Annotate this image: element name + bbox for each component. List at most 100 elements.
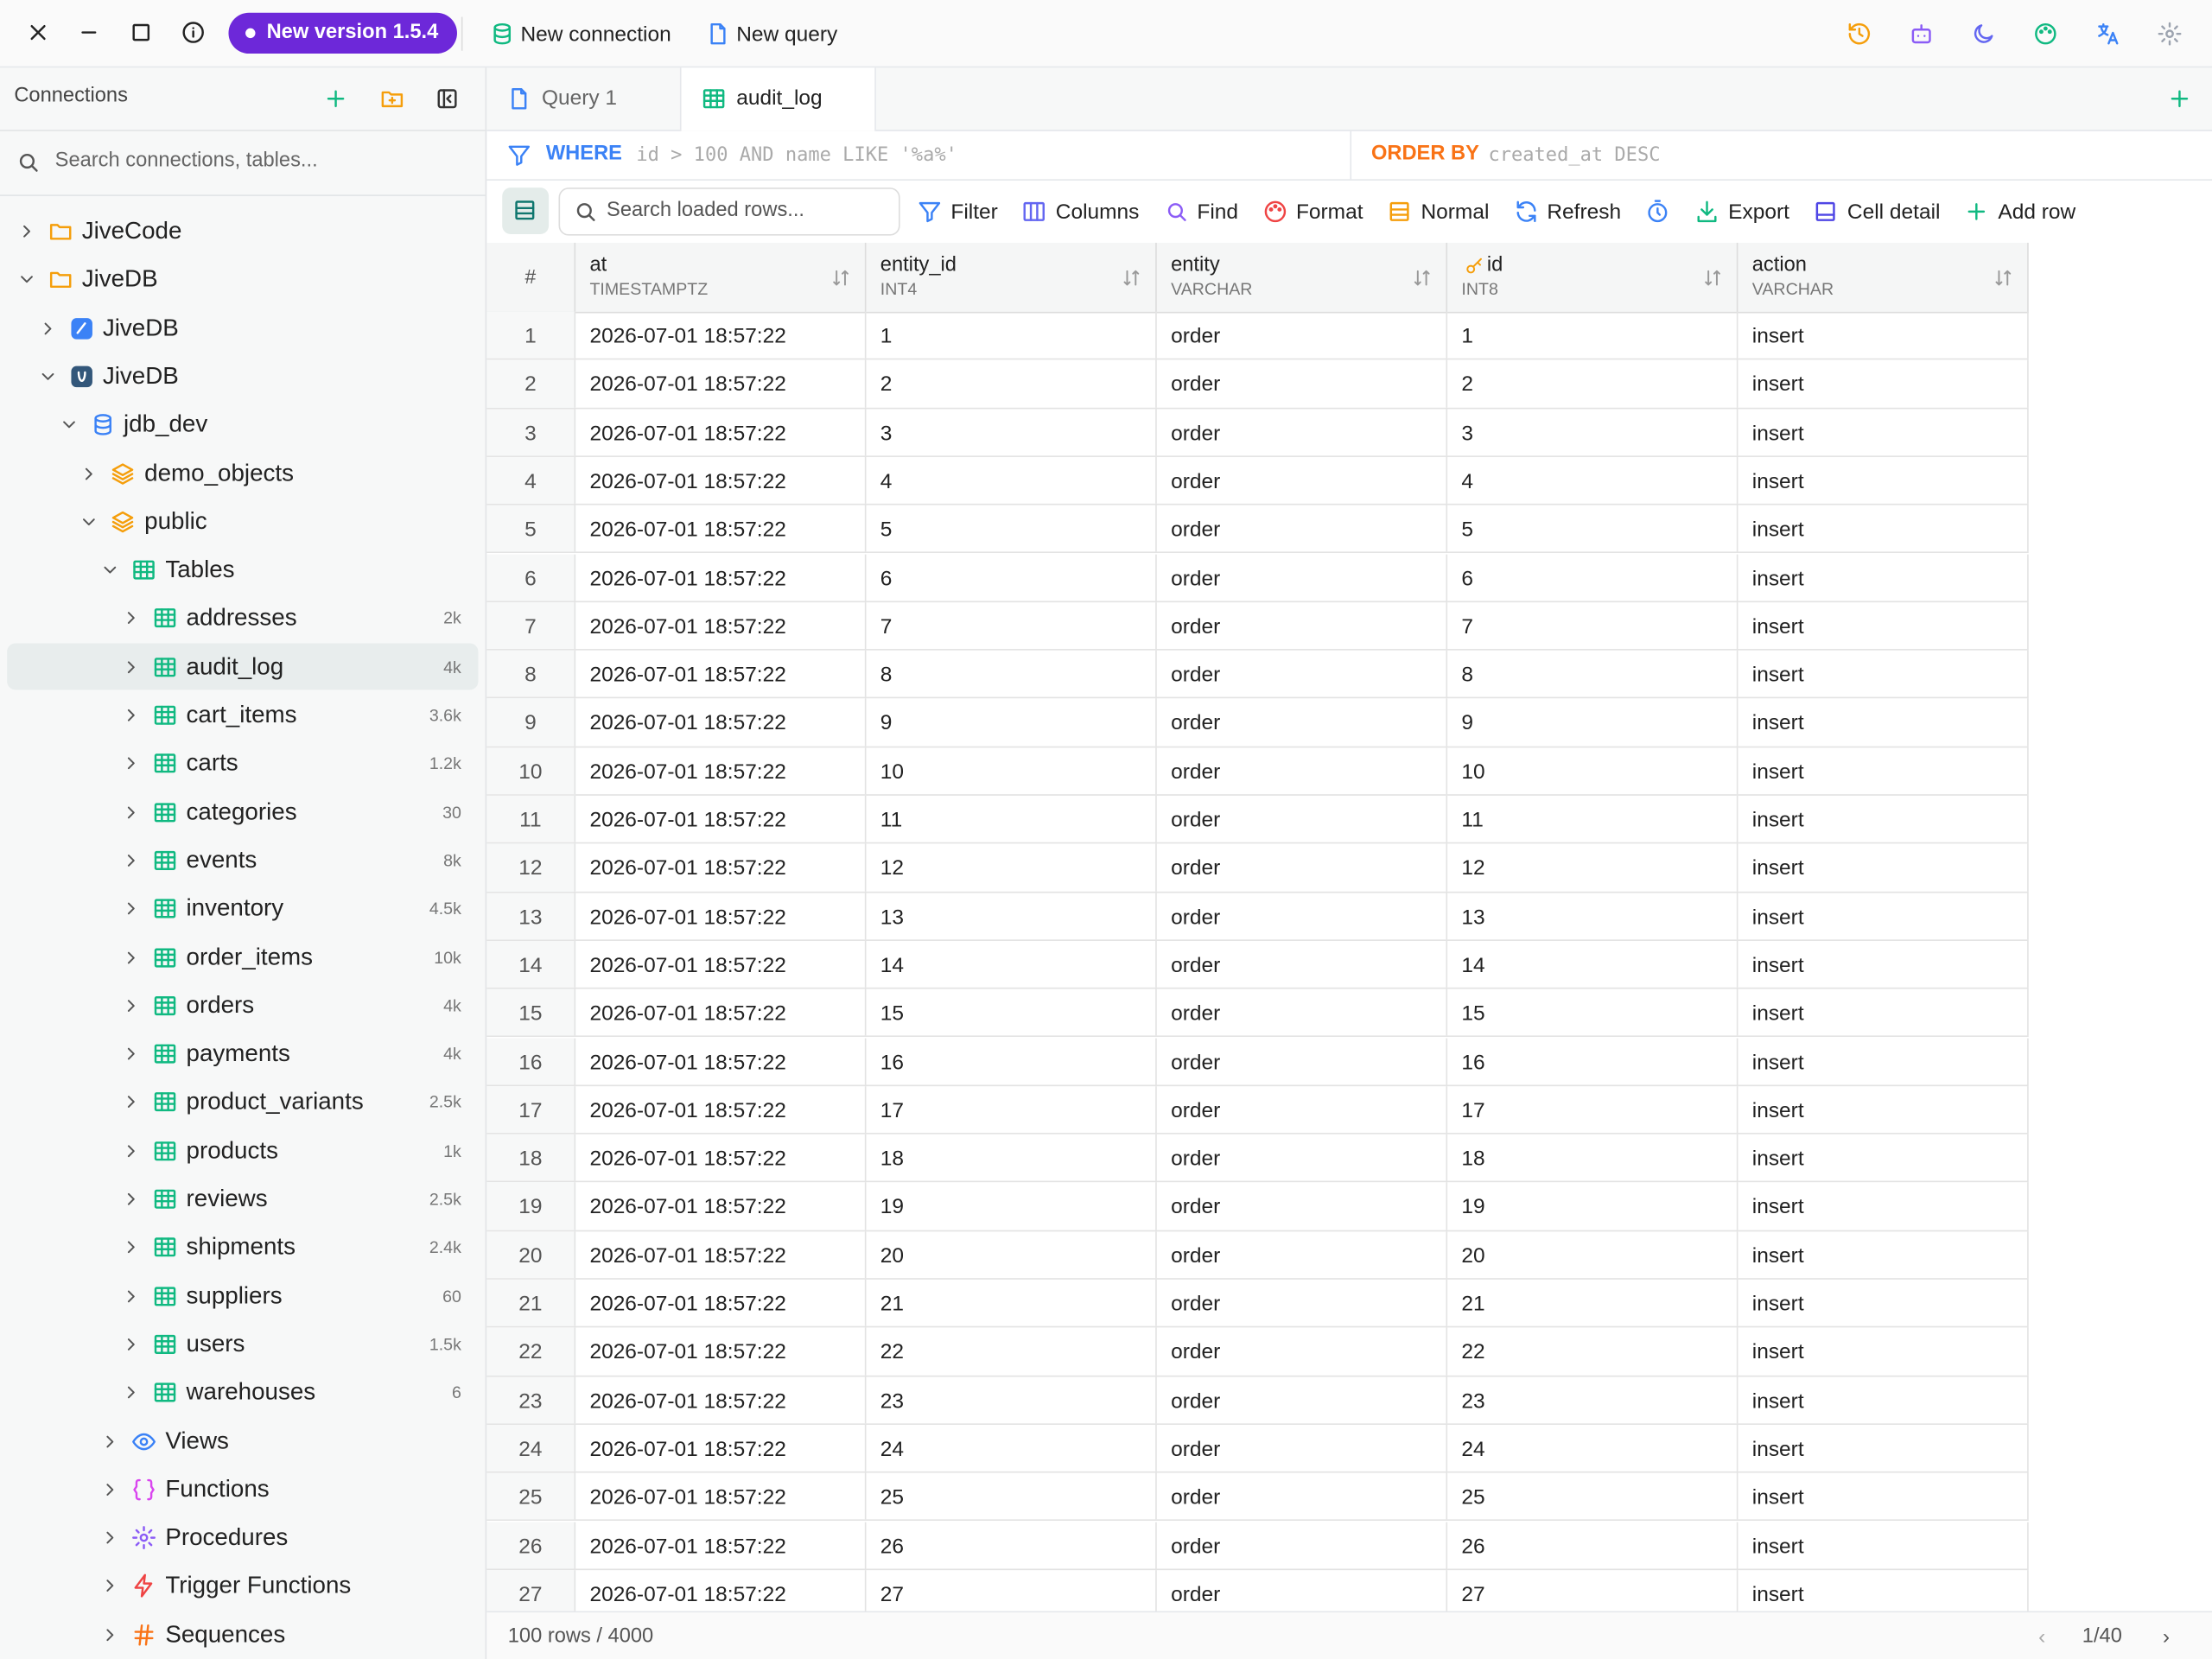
grid-cell[interactable]: insert bbox=[1738, 408, 2029, 456]
grid-cell[interactable]: order bbox=[1157, 988, 1448, 1037]
view-toggle[interactable] bbox=[502, 188, 550, 235]
grid-cell[interactable]: 2026-07-01 18:57:22 bbox=[575, 892, 867, 940]
grid-cell[interactable]: 26 bbox=[1447, 1521, 1738, 1569]
toolbar-button[interactable]: Normal bbox=[1387, 199, 1489, 224]
grid-cell[interactable]: 2026-07-01 18:57:22 bbox=[575, 698, 867, 747]
grid-cell[interactable]: 13 bbox=[1447, 892, 1738, 940]
prev-page[interactable]: ‹ bbox=[2038, 1624, 2046, 1649]
grid-cell[interactable]: 2026-07-01 18:57:22 bbox=[575, 988, 867, 1037]
tree-item[interactable]: Views bbox=[7, 1417, 478, 1464]
grid-cell[interactable]: 20 bbox=[1447, 1230, 1738, 1279]
grid-cell[interactable]: order bbox=[1157, 1134, 1448, 1182]
grid-cell[interactable]: order bbox=[1157, 1472, 1448, 1521]
toolbar-button[interactable]: Format bbox=[1262, 199, 1363, 224]
grid-cell[interactable]: 2026-07-01 18:57:22 bbox=[575, 408, 867, 456]
tree-item[interactable]: JiveDB bbox=[7, 256, 478, 302]
grid-cell[interactable]: insert bbox=[1738, 1230, 2029, 1279]
tree-item[interactable]: Functions bbox=[7, 1465, 478, 1512]
tab[interactable]: audit_log bbox=[681, 67, 876, 131]
icon[interactable] bbox=[379, 86, 404, 111]
grid-cell[interactable]: 2026-07-01 18:57:22 bbox=[575, 1134, 867, 1182]
grid-cell[interactable]: 2026-07-01 18:57:22 bbox=[575, 940, 867, 988]
toolbar-button[interactable]: Add row bbox=[1964, 199, 2075, 224]
grid-cell[interactable]: insert bbox=[1738, 505, 2029, 553]
header-cell[interactable]: entity_id INT4 bbox=[866, 242, 1157, 312]
grid-cell[interactable]: order bbox=[1157, 1230, 1448, 1279]
tree-item[interactable]: carts 1.2k bbox=[7, 740, 478, 786]
grid-cell[interactable]: insert bbox=[1738, 698, 2029, 747]
toolbar-action[interactable]: New query bbox=[705, 14, 837, 54]
header-cell[interactable]: id INT8 bbox=[1447, 242, 1738, 312]
grid-cell[interactable]: 4 bbox=[866, 456, 1157, 505]
tree-item[interactable]: orders 4k bbox=[7, 982, 478, 1028]
grid-cell[interactable]: insert bbox=[1738, 311, 2029, 359]
tree-item[interactable]: audit_log 4k bbox=[7, 642, 479, 690]
grid-cell[interactable]: 11 bbox=[1447, 795, 1738, 843]
grid-cell[interactable]: insert bbox=[1738, 843, 2029, 892]
grid-cell[interactable]: 27 bbox=[1447, 1569, 1738, 1611]
icon[interactable] bbox=[435, 86, 460, 111]
grid-cell[interactable]: 7 bbox=[866, 601, 1157, 650]
grid-cell[interactable]: insert bbox=[1738, 1424, 2029, 1472]
toolbar-button[interactable]: Refresh bbox=[1513, 199, 1621, 224]
grid-cell[interactable]: insert bbox=[1738, 456, 2029, 505]
search-rows[interactable]: Search loaded rows... bbox=[558, 188, 900, 236]
grid-cell[interactable]: 23 bbox=[1447, 1376, 1738, 1424]
grid-cell[interactable]: insert bbox=[1738, 1182, 2029, 1230]
grid-cell[interactable]: 2 bbox=[866, 359, 1157, 408]
icon[interactable] bbox=[1645, 199, 1670, 224]
order-input[interactable]: created_at DESC bbox=[1488, 143, 1661, 167]
grid-cell[interactable]: insert bbox=[1738, 1134, 2029, 1182]
grid-cell[interactable]: 19 bbox=[1447, 1182, 1738, 1230]
grid-cell[interactable]: 2026-07-01 18:57:22 bbox=[575, 843, 867, 892]
grid-cell[interactable]: 2026-07-01 18:57:22 bbox=[575, 359, 867, 408]
grid-cell[interactable]: 1 bbox=[1447, 311, 1738, 359]
grid-cell[interactable]: 3 bbox=[1447, 408, 1738, 456]
grid-cell[interactable]: order bbox=[1157, 311, 1448, 359]
grid-cell[interactable]: 2026-07-01 18:57:22 bbox=[575, 601, 867, 650]
tree-item[interactable]: Trigger Functions bbox=[7, 1562, 478, 1609]
grid-cell[interactable]: order bbox=[1157, 601, 1448, 650]
grid-cell[interactable]: order bbox=[1157, 408, 1448, 456]
toolbar-button[interactable]: Export bbox=[1694, 199, 1789, 224]
grid-cell[interactable]: insert bbox=[1738, 1376, 2029, 1424]
grid-cell[interactable]: order bbox=[1157, 1085, 1448, 1134]
grid-cell[interactable]: insert bbox=[1738, 1521, 2029, 1569]
grid-cell[interactable]: 6 bbox=[866, 553, 1157, 601]
grid-cell[interactable]: 2026-07-01 18:57:22 bbox=[575, 1279, 867, 1327]
grid-cell[interactable]: 24 bbox=[866, 1424, 1157, 1472]
update-badge[interactable]: New version 1.5.4 bbox=[228, 12, 457, 54]
icon[interactable] bbox=[1909, 21, 1934, 46]
grid-cell[interactable]: order bbox=[1157, 650, 1448, 698]
grid-cell[interactable]: order bbox=[1157, 1569, 1448, 1611]
grid-cell[interactable]: 20 bbox=[866, 1230, 1157, 1279]
grid-cell[interactable]: 2026-07-01 18:57:22 bbox=[575, 1037, 867, 1085]
grid-cell[interactable]: 14 bbox=[866, 940, 1157, 988]
tree-item[interactable]: cart_items 3.6k bbox=[7, 691, 478, 738]
grid-cell[interactable]: 16 bbox=[1447, 1037, 1738, 1085]
icon[interactable] bbox=[76, 20, 101, 45]
grid-cell[interactable]: order bbox=[1157, 892, 1448, 940]
icon[interactable] bbox=[1971, 21, 1996, 46]
icon[interactable] bbox=[2094, 21, 2120, 46]
icon[interactable] bbox=[25, 20, 50, 45]
grid-cell[interactable]: 23 bbox=[866, 1376, 1157, 1424]
grid-cell[interactable]: 26 bbox=[866, 1521, 1157, 1569]
grid-cell[interactable]: 12 bbox=[866, 843, 1157, 892]
grid-cell[interactable]: insert bbox=[1738, 1037, 2029, 1085]
grid-cell[interactable]: 15 bbox=[866, 988, 1157, 1037]
grid-cell[interactable]: 2026-07-01 18:57:22 bbox=[575, 1230, 867, 1279]
tree-item[interactable]: jdb_dev bbox=[7, 401, 478, 448]
tree-item[interactable]: reviews 2.5k bbox=[7, 1175, 478, 1222]
grid-cell[interactable]: 3 bbox=[866, 408, 1157, 456]
grid-cell[interactable]: 10 bbox=[1447, 747, 1738, 795]
grid-cell[interactable]: 17 bbox=[1447, 1085, 1738, 1134]
grid-cell[interactable]: 4 bbox=[1447, 456, 1738, 505]
grid-cell[interactable]: insert bbox=[1738, 1327, 2029, 1376]
grid-cell[interactable]: insert bbox=[1738, 892, 2029, 940]
icon[interactable] bbox=[2033, 21, 2058, 46]
grid-cell[interactable]: insert bbox=[1738, 359, 2029, 408]
grid-cell[interactable]: 2026-07-01 18:57:22 bbox=[575, 1424, 867, 1472]
grid-cell[interactable]: order bbox=[1157, 1376, 1448, 1424]
icon[interactable] bbox=[1847, 21, 1872, 46]
